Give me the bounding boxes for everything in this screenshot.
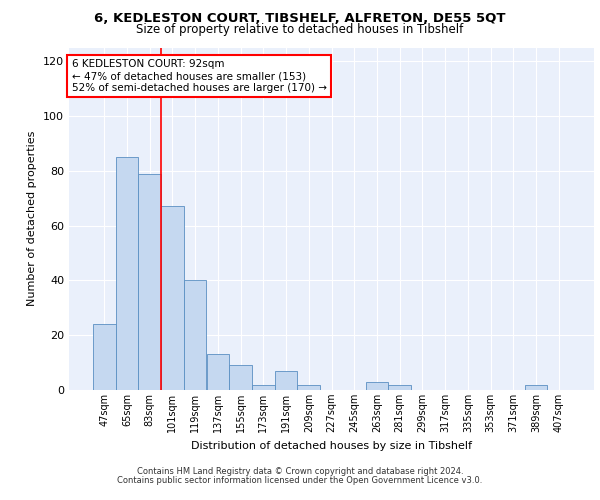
- Text: Size of property relative to detached houses in Tibshelf: Size of property relative to detached ho…: [136, 22, 464, 36]
- Bar: [252, 384, 275, 390]
- Text: Contains HM Land Registry data © Crown copyright and database right 2024.: Contains HM Land Registry data © Crown c…: [137, 467, 463, 476]
- Bar: [161, 206, 184, 390]
- Bar: [206, 354, 229, 390]
- Bar: [229, 366, 252, 390]
- Bar: [93, 324, 116, 390]
- Bar: [184, 280, 206, 390]
- Bar: [524, 384, 547, 390]
- Bar: [298, 384, 320, 390]
- X-axis label: Distribution of detached houses by size in Tibshelf: Distribution of detached houses by size …: [191, 440, 472, 450]
- Bar: [139, 174, 161, 390]
- Text: 6 KEDLESTON COURT: 92sqm
← 47% of detached houses are smaller (153)
52% of semi-: 6 KEDLESTON COURT: 92sqm ← 47% of detach…: [71, 60, 326, 92]
- Bar: [116, 157, 139, 390]
- Bar: [365, 382, 388, 390]
- Y-axis label: Number of detached properties: Number of detached properties: [28, 131, 37, 306]
- Bar: [388, 384, 411, 390]
- Bar: [275, 371, 298, 390]
- Text: Contains public sector information licensed under the Open Government Licence v3: Contains public sector information licen…: [118, 476, 482, 485]
- Text: 6, KEDLESTON COURT, TIBSHELF, ALFRETON, DE55 5QT: 6, KEDLESTON COURT, TIBSHELF, ALFRETON, …: [94, 12, 506, 25]
